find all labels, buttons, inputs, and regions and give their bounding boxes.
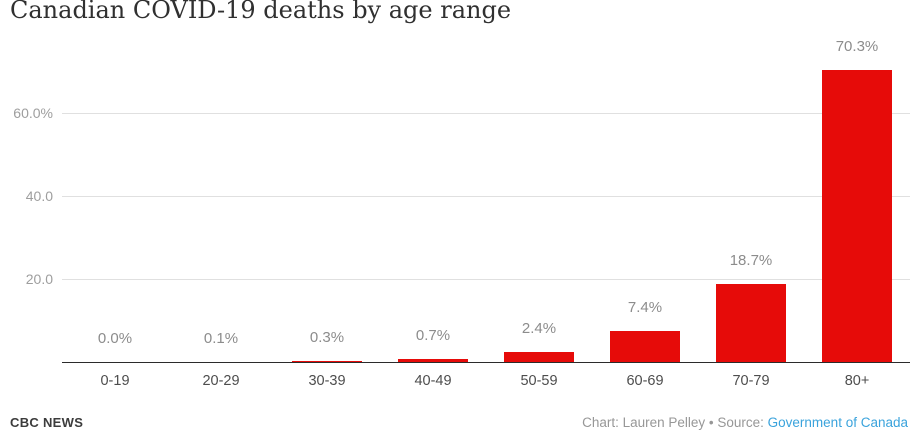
x-axis-tick-label: 0-19 <box>100 373 130 389</box>
bar-70-79 <box>716 284 786 362</box>
bar-value-label: 7.4% <box>627 299 663 317</box>
x-axis-tick-label: 40-49 <box>414 373 452 389</box>
bar-value-label: 0.7% <box>415 327 451 345</box>
x-axis-line <box>62 362 910 363</box>
bar-60-69 <box>610 331 680 362</box>
y-gridline <box>62 195 910 197</box>
credit-text: Chart: Lauren Pelley • Source: <box>582 414 768 430</box>
footer: CBC NEWS Chart: Lauren Pelley • Source: … <box>10 412 908 432</box>
bar-value-label: 70.3% <box>835 38 879 55</box>
bar-50-59 <box>504 352 574 362</box>
source-link[interactable]: Government of Canada <box>767 414 908 430</box>
bar-value-label: 0.1% <box>203 329 239 347</box>
y-gridline <box>62 278 910 280</box>
x-axis-tick-label: 80+ <box>844 373 870 389</box>
bar-value-label: 18.7% <box>729 252 773 270</box>
cbc-news-logo: CBC NEWS <box>10 414 84 430</box>
y-axis-tick-label: 60.0% <box>13 104 53 121</box>
x-axis-tick-label: 30-39 <box>308 373 346 389</box>
bar-value-label: 0.0% <box>97 330 133 347</box>
y-axis-tick-label: 40.0 <box>25 187 53 204</box>
x-axis-tick-label: 70-79 <box>732 373 770 389</box>
bar-value-label: 0.3% <box>309 328 345 346</box>
bar-40-49 <box>398 359 468 362</box>
chart-area: 20.0 40.0 60.0% 0.0% 0-19 0.1% 20-29 0.3% 30-39 0… <box>13 38 910 389</box>
x-axis-tick-label: 60-69 <box>626 373 664 389</box>
chart-title: Canadian COVID-19 deaths by age range <box>10 0 512 24</box>
bar-80+ <box>822 70 892 362</box>
bar-30-39 <box>292 360 362 362</box>
chart-credit: Chart: Lauren Pelley • Source: Governmen… <box>582 415 908 430</box>
x-axis-tick-label: 50-59 <box>520 373 558 389</box>
x-axis-tick-label: 20-29 <box>202 373 240 389</box>
bar-value-label: 2.4% <box>521 320 557 338</box>
y-axis-tick-label: 20.0 <box>25 270 53 287</box>
y-gridline <box>62 112 910 114</box>
